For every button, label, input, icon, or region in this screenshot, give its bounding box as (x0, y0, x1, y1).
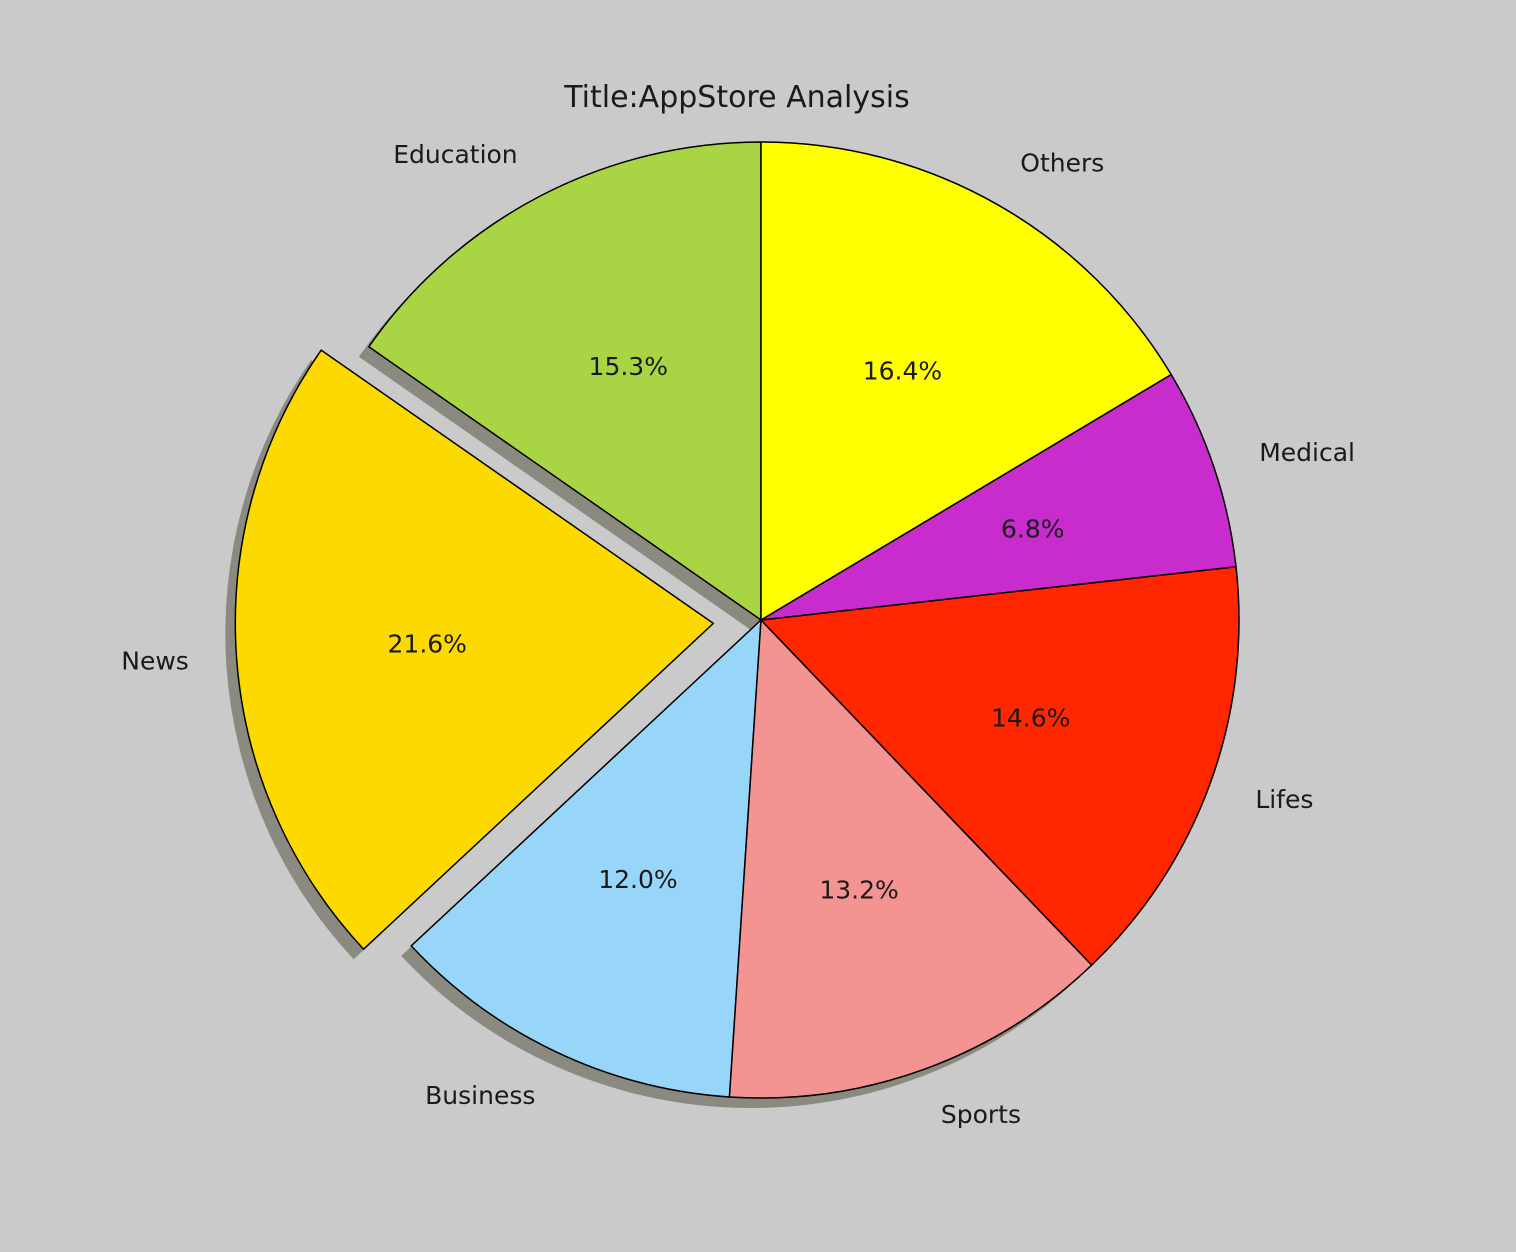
slice-label-medical: Medical (1259, 438, 1355, 467)
slice-medical (760, 373, 1237, 621)
chart-title: Title:AppStore Analysis (563, 80, 909, 115)
slice-sports (728, 619, 1093, 1099)
pie-slices (234, 141, 1240, 1099)
slice-lifes (760, 565, 1240, 966)
slice-pct-label-medical: 6.8% (1001, 514, 1065, 543)
slice-pct-label-sports: 13.2% (819, 876, 898, 905)
slice-pct-label-news: 21.6% (388, 630, 467, 659)
slice-label-education: Education (393, 140, 517, 169)
slice-label-lifes: Lifes (1255, 785, 1313, 814)
slice-label-business: Business (425, 1081, 535, 1110)
slice-pct-label-education: 15.3% (589, 352, 668, 381)
slice-education (368, 141, 762, 621)
slice-label-sports: Sports (941, 1100, 1021, 1129)
slice-pct-label-lifes: 14.6% (991, 704, 1070, 733)
slice-pct-label-business: 12.0% (598, 865, 677, 894)
slice-news (234, 349, 715, 950)
slice-business (410, 619, 762, 1098)
slice-labels: Education 15.3% News 21.6% Business 12.0% Spor… (121, 140, 1355, 1129)
slice-pct-label-others: 16.4% (863, 357, 942, 386)
slice-others (760, 141, 1172, 621)
slice-label-others: Others (1020, 149, 1104, 178)
slice-label-news: News (121, 647, 189, 676)
